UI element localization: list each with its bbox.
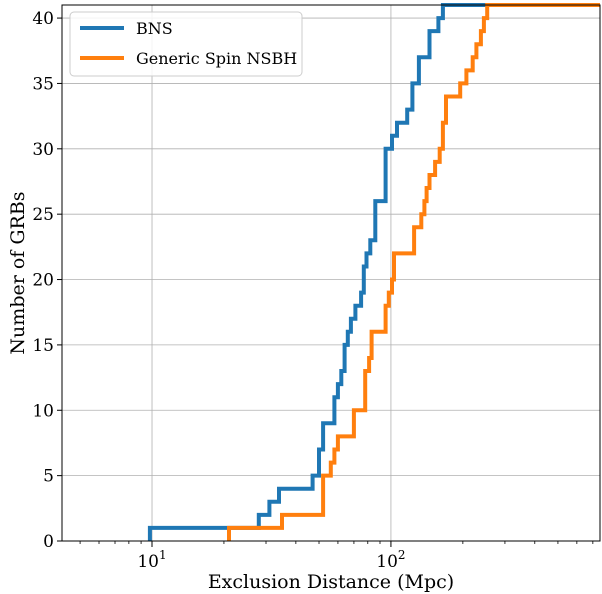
- y-tick-label: 5: [43, 467, 54, 487]
- x-tick-label: 101: [137, 548, 166, 572]
- axis-ticks: [57, 17, 594, 547]
- series-layer: [147, 3, 600, 541]
- x-tick-label: 102: [376, 548, 405, 572]
- grid-lines: [62, 5, 600, 542]
- x-axis-label: Exclusion Distance (Mpc): [208, 571, 454, 593]
- y-tick-label: 30: [32, 140, 54, 160]
- y-tick-label: 25: [32, 205, 54, 225]
- y-tick-label: 10: [32, 401, 54, 421]
- legend-label-bns: BNS: [136, 19, 173, 38]
- legend-label-nsbh: Generic Spin NSBH: [136, 49, 297, 68]
- y-tick-label: 20: [32, 271, 54, 291]
- series-line-bns: [147, 3, 600, 541]
- legend-box: [69, 11, 303, 77]
- y-tick-label: 40: [32, 9, 54, 29]
- y-tick-label: 15: [32, 336, 54, 356]
- legend: BNS Generic Spin NSBH: [69, 11, 303, 77]
- y-tick-label: 35: [32, 74, 54, 94]
- plot-frame: [61, 4, 601, 542]
- y-tick-label: 0: [43, 532, 54, 552]
- axis-tick-labels: 0 5 10 15 20 25 30 35 40 101 102: [32, 9, 405, 572]
- series-line-nsbh: [227, 3, 600, 541]
- y-axis-label: Number of GRBs: [7, 191, 29, 354]
